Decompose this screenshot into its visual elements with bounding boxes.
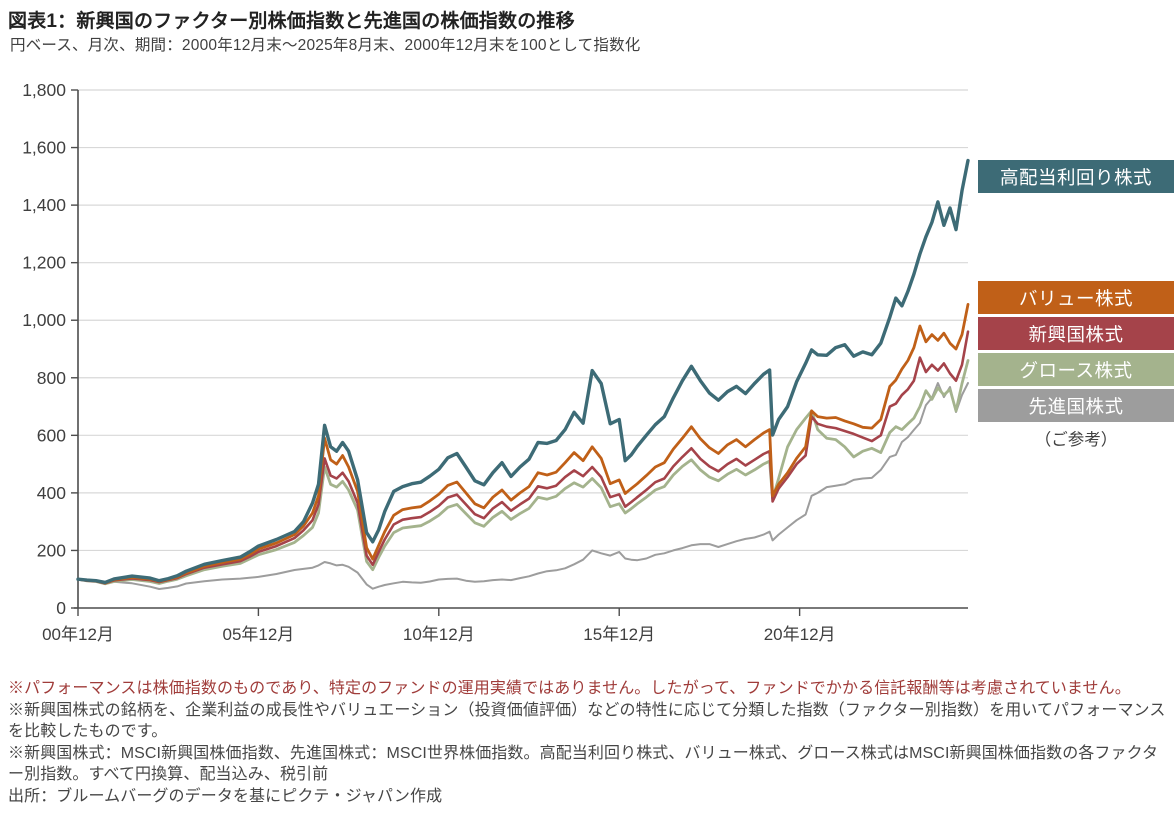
svg-text:1,400: 1,400 bbox=[22, 195, 66, 215]
svg-text:200: 200 bbox=[37, 540, 66, 560]
page-title: 図表1：新興国のファクター別株価指数と先進国の株価指数の推移 bbox=[8, 11, 575, 32]
footnote-source: 出所：ブルームバーグのデータを基にピクテ・ジャパン作成 bbox=[8, 787, 443, 805]
chart-subtitle: 円ベース、月次、期間：2000年12月末～2025年8月末、2000年12月末を… bbox=[10, 37, 641, 54]
svg-text:1,200: 1,200 bbox=[22, 253, 66, 273]
svg-text:20年12月: 20年12月 bbox=[764, 625, 836, 644]
footnotes: ※パフォーマンスは株価指数のものであり、特定のファンドの運用実績ではありません。… bbox=[8, 678, 1172, 807]
svg-text:0: 0 bbox=[56, 598, 66, 618]
svg-text:00年12月: 00年12月 bbox=[42, 625, 114, 644]
footnote-index-definitions: ※新興国株式：MSCI新興国株価指数、先進国株式：MSCI世界株価指数。高配当利… bbox=[8, 744, 1159, 784]
legend-value-stocks: バリュー株式 bbox=[978, 281, 1174, 314]
svg-text:10年12月: 10年12月 bbox=[403, 625, 475, 644]
svg-text:600: 600 bbox=[37, 425, 66, 445]
legend-reference-note: （ご参考） bbox=[1034, 431, 1118, 449]
svg-text:15年12月: 15年12月 bbox=[583, 625, 655, 644]
svg-text:05年12月: 05年12月 bbox=[222, 625, 294, 644]
footnote-factor-classification: ※新興国株式の銘柄を、企業利益の成長性やバリュエーション（投資価値評価）などの特… bbox=[8, 701, 1166, 741]
svg-text:1,000: 1,000 bbox=[22, 310, 66, 330]
legend-growth-stocks: グロース株式 bbox=[978, 353, 1174, 386]
legend-developed-stocks: 先進国株式 bbox=[978, 389, 1174, 422]
legend-emerging-stocks: 新興国株式 bbox=[978, 317, 1174, 350]
svg-text:800: 800 bbox=[37, 368, 66, 388]
legend-high-dividend-stocks: 高配当利回り株式 bbox=[978, 160, 1174, 193]
svg-text:400: 400 bbox=[37, 483, 66, 503]
svg-text:1,600: 1,600 bbox=[22, 138, 66, 158]
svg-text:1,800: 1,800 bbox=[22, 80, 66, 100]
footnote-performance-disclaimer: ※パフォーマンスは株価指数のものであり、特定のファンドの運用実績ではありません。… bbox=[8, 680, 1131, 697]
